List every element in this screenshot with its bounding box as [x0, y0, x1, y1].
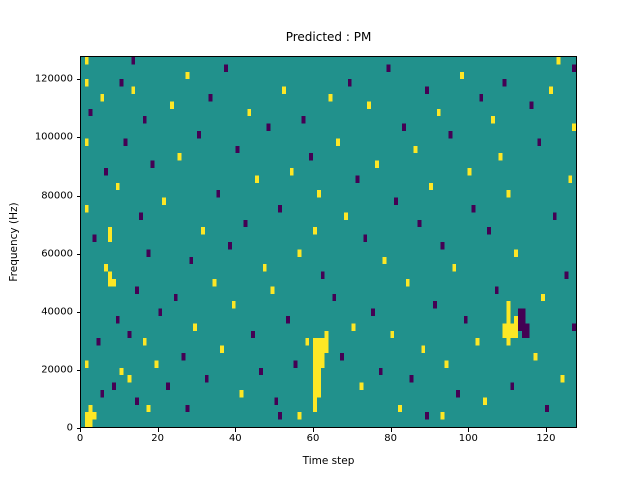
x-axis-label: Time step	[302, 455, 355, 467]
x-ticklabel: 120	[536, 433, 556, 444]
x-ticklabel: 40	[228, 433, 242, 444]
heatmap-axes	[80, 56, 577, 428]
x-ticklabel: 80	[384, 433, 397, 444]
y-tick-120000	[76, 79, 80, 81]
x-ticklabel: 100	[458, 433, 478, 444]
y-tick-100000	[76, 137, 80, 139]
x-ticklabel: 60	[306, 433, 320, 444]
y-ticklabel: 120000	[34, 73, 73, 85]
heatmap-cells	[81, 57, 576, 427]
y-tick-80000	[76, 195, 80, 197]
x-ticklabel: 20	[151, 433, 165, 444]
x-tick-40	[235, 428, 237, 432]
y-ticklabel: 100000	[34, 131, 73, 143]
y-tick-60000	[76, 253, 80, 255]
y-tick-20000	[76, 369, 80, 371]
x-tick-100	[468, 428, 470, 432]
y-ticklabel: 80000	[41, 190, 73, 201]
x-tick-60	[312, 428, 314, 432]
y-tick-0	[76, 428, 80, 429]
x-tick-80	[390, 428, 392, 432]
y-axis-label: Frequency (Hz)	[8, 202, 20, 282]
x-tick-20	[157, 428, 159, 432]
y-ticklabel: 0	[66, 422, 73, 434]
chart-title: Predicted : PM	[285, 30, 372, 44]
y-ticklabel: 40000	[41, 306, 73, 318]
x-tick-0	[80, 428, 81, 432]
y-ticklabel: 20000	[41, 364, 73, 376]
x-ticklabel: 0	[76, 433, 84, 444]
y-ticklabel: 60000	[41, 248, 73, 260]
y-tick-40000	[76, 311, 80, 313]
x-tick-120	[545, 428, 547, 432]
